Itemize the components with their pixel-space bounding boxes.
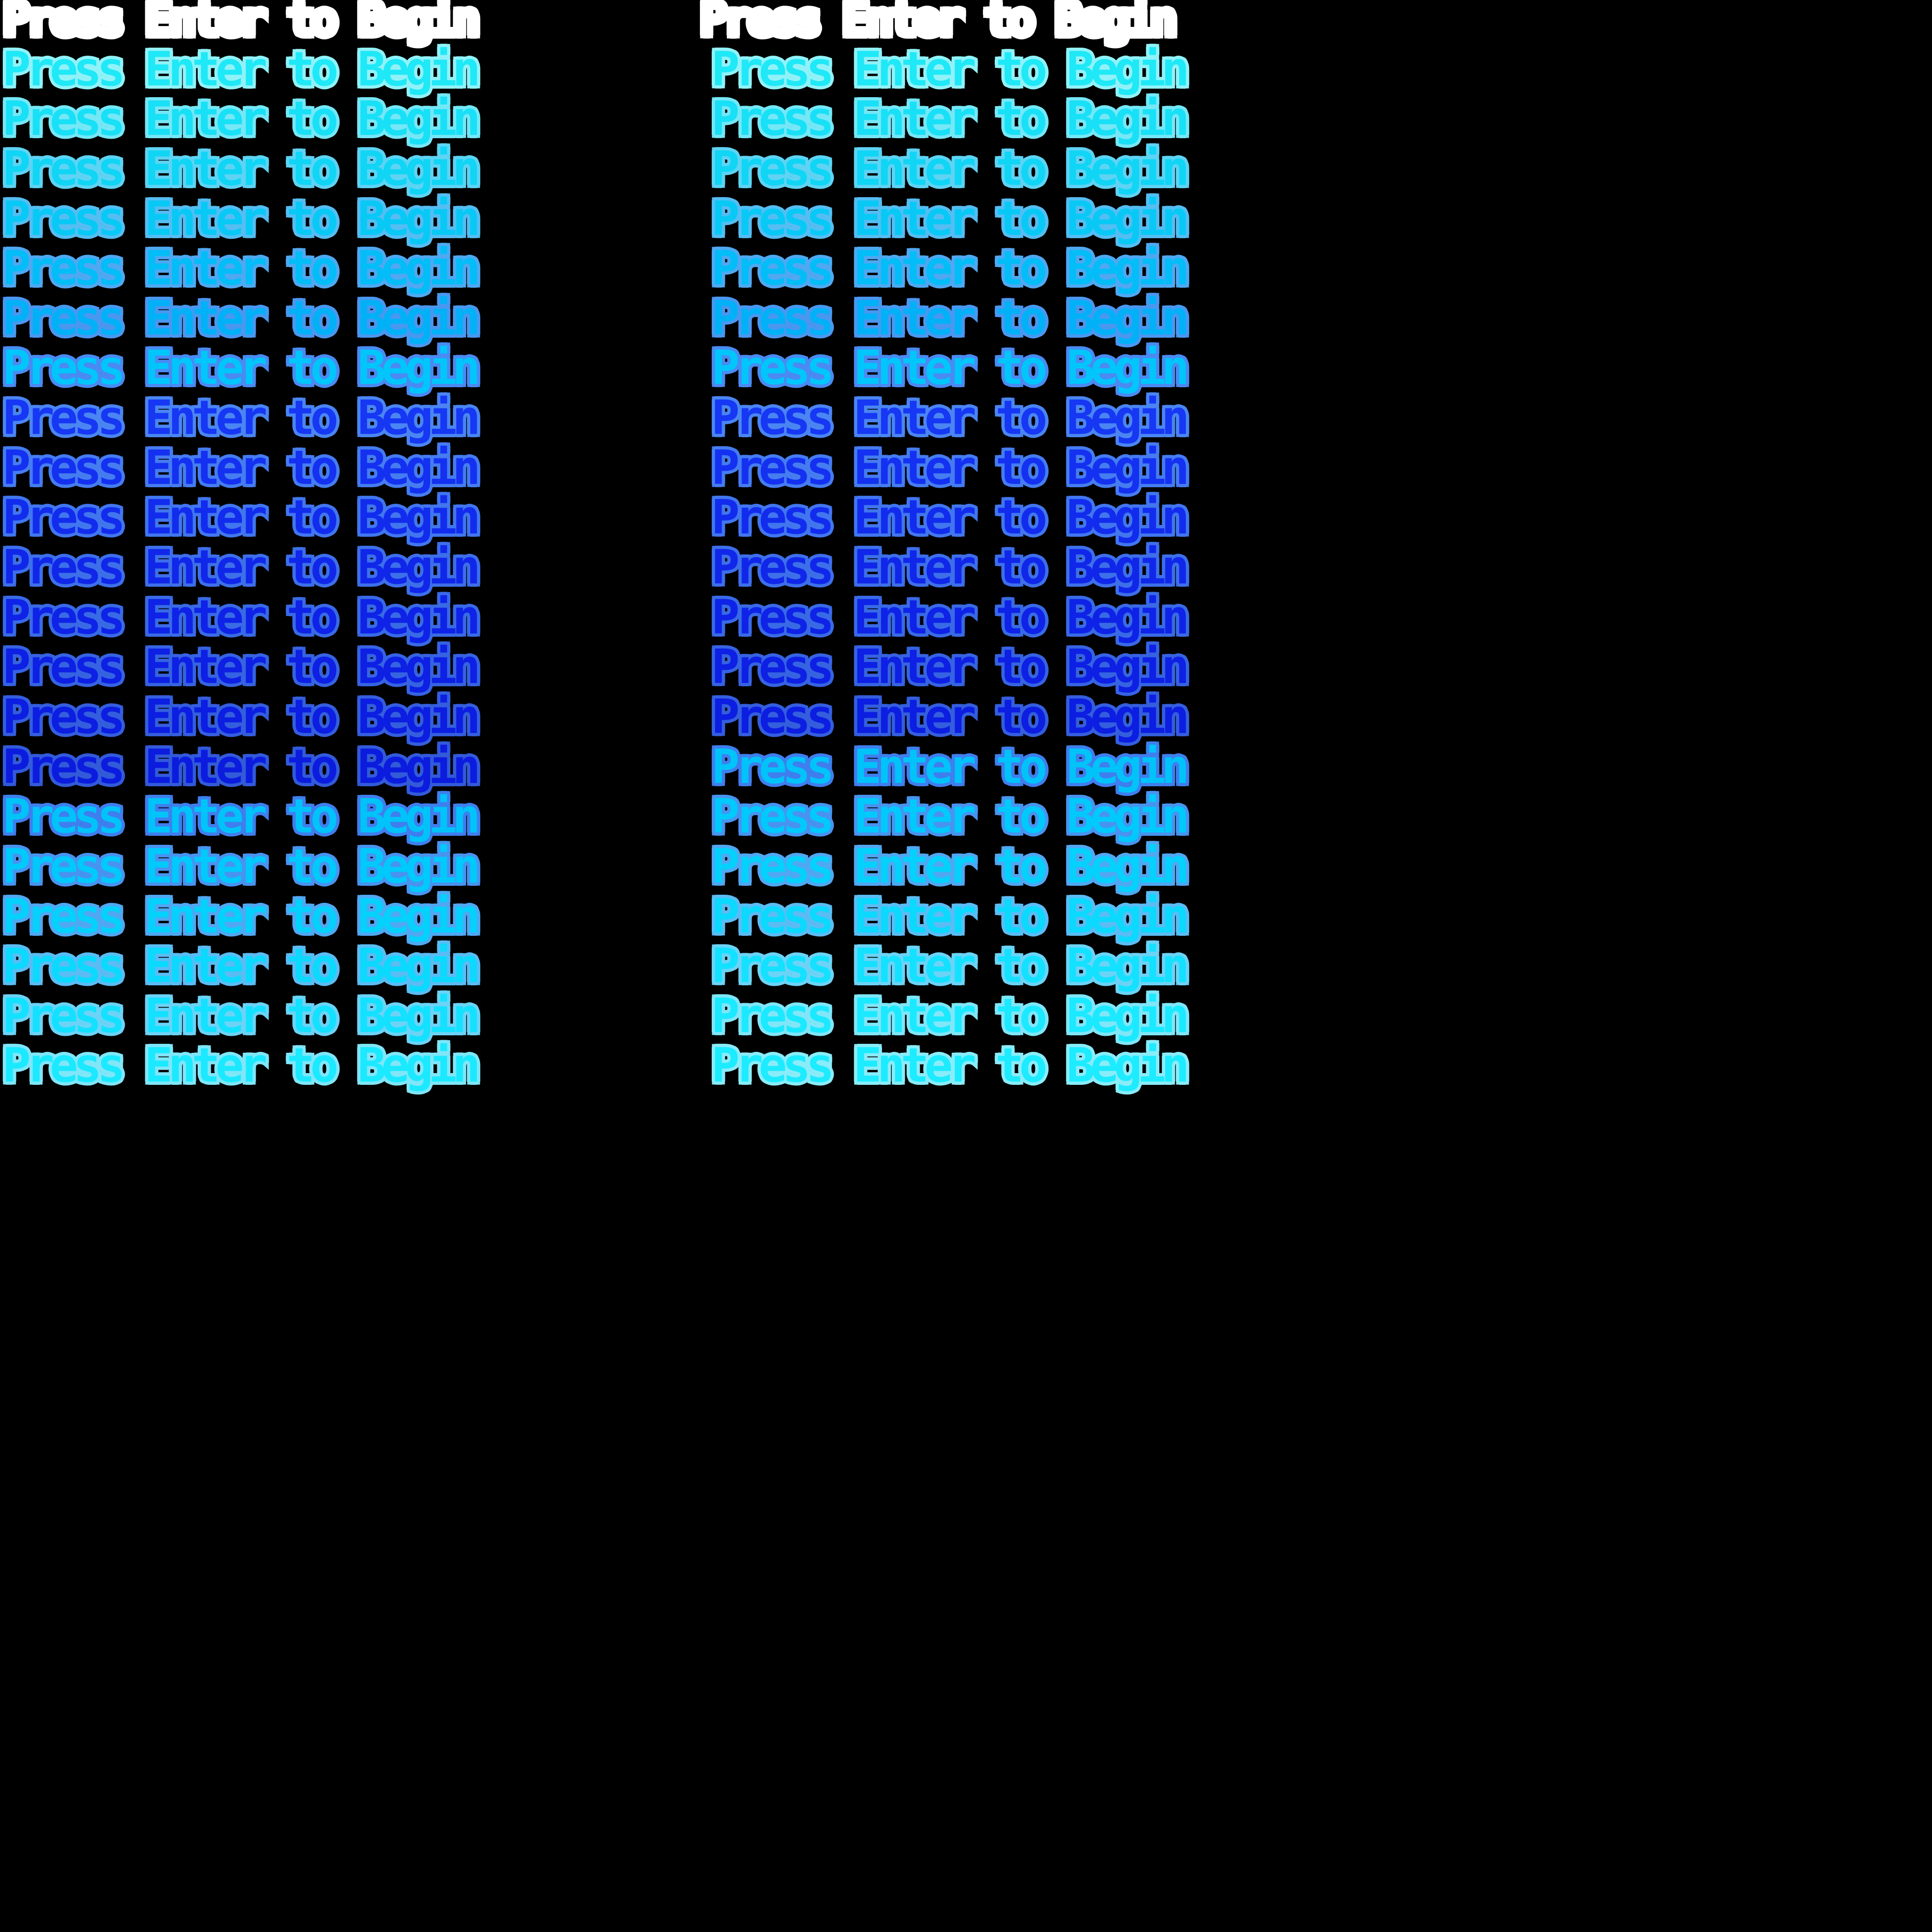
prompt-text-fill: Press Enter to Begin bbox=[2, 789, 481, 844]
prompt-text-outline: Press Enter to Begin bbox=[708, 390, 1192, 446]
prompt-text-outline: Press Enter to Begin bbox=[0, 539, 484, 595]
prompt-text-outline: Press Enter to Begin bbox=[0, 639, 484, 695]
prompt-text-outline: Press Enter to Begin bbox=[0, 0, 484, 47]
prompt-text-fill: Press Enter to Begin bbox=[2, 689, 481, 744]
prompt-text-outline: Press Enter to Begin bbox=[0, 141, 484, 196]
prompt-text-fill: Press Enter to Begin bbox=[2, 41, 481, 97]
prompt-text-outline: Press Enter to Begin bbox=[708, 589, 1192, 645]
prompt-text-outline: Press Enter to Begin bbox=[0, 390, 484, 446]
prompt-text-outline: Press Enter to Begin bbox=[708, 838, 1192, 894]
prompt-text-fill: Press Enter to Begin bbox=[711, 290, 1190, 346]
prompt-text-fill: Press Enter to Begin bbox=[2, 340, 481, 396]
prompt-text-fill: Press Enter to Begin bbox=[2, 540, 481, 595]
prompt-text-fill: Press Enter to Begin bbox=[711, 191, 1190, 246]
prompt-text-fill: Press Enter to Begin bbox=[2, 739, 481, 794]
prompt-text-outline: Press Enter to Begin bbox=[708, 739, 1192, 794]
prompt-text-fill: Press Enter to Begin bbox=[711, 390, 1190, 446]
prompt-text-outline: Press Enter to Begin bbox=[0, 589, 484, 645]
prompt-text-outline: Press Enter to Begin bbox=[708, 689, 1192, 744]
prompt-text-outline: Press Enter to Begin bbox=[0, 838, 484, 894]
prompt-text-outline: Press Enter to Begin bbox=[0, 739, 484, 794]
prompt-text-outline: Press Enter to Begin bbox=[708, 241, 1192, 296]
prompt-text-fill: Press Enter to Begin bbox=[2, 290, 481, 346]
prompt-text-fill: Press Enter to Begin bbox=[2, 440, 481, 495]
prompt-text-outline: Press Enter to Begin bbox=[708, 639, 1192, 695]
prompt-text-fill: Press Enter to Begin bbox=[2, 490, 481, 545]
prompt-text-fill: Press Enter to Begin bbox=[711, 540, 1190, 595]
prompt-text-outline: Press Enter to Begin bbox=[0, 988, 484, 1043]
prompt-text-fill: Press Enter to Begin bbox=[711, 1038, 1190, 1093]
prompt-text-fill: Press Enter to Begin bbox=[2, 988, 481, 1043]
prompt-text-fill: Press Enter to Begin bbox=[711, 490, 1190, 545]
prompt-text-outline: Press Enter to Begin bbox=[0, 91, 484, 147]
prompt-text-fill: Press Enter to Begin bbox=[2, 0, 481, 47]
prompt-text-outline: Press Enter to Begin bbox=[708, 490, 1192, 545]
prompt-text-outline: Press Enter to Begin bbox=[708, 91, 1192, 147]
prompt-text-outline: Press Enter to Begin bbox=[708, 789, 1192, 844]
prompt-text-fill: Press Enter to Begin bbox=[2, 191, 481, 246]
prompt-text-fill: Press Enter to Begin bbox=[711, 241, 1190, 296]
prompt-text-outline: Press Enter to Begin bbox=[708, 1038, 1192, 1093]
prompt-text-outline: Press Enter to Begin bbox=[708, 938, 1192, 994]
prompt-text-outline: Press Enter to Begin bbox=[0, 191, 484, 246]
prompt-text-outline: Press Enter to Begin bbox=[708, 340, 1192, 396]
prompt-text-outline: Press Enter to Begin bbox=[708, 290, 1192, 346]
prompt-text-fill: Press Enter to Begin bbox=[2, 938, 481, 994]
prompt-text-fill: Press Enter to Begin bbox=[711, 91, 1190, 147]
prompt-text-fill: Press Enter to Begin bbox=[711, 589, 1190, 645]
prompt-text-fill: Press Enter to Begin bbox=[711, 340, 1190, 396]
prompt-text-fill: Press Enter to Begin bbox=[2, 639, 481, 695]
prompt-text-outline: Press Enter to Begin bbox=[708, 888, 1192, 944]
prompt-text-outline: Press Enter to Begin bbox=[0, 340, 484, 396]
prompt-text-outline: Press Enter to Begin bbox=[0, 938, 484, 994]
prompt-text-outline: Press Enter to Begin bbox=[708, 539, 1192, 595]
prompt-text-fill: Press Enter to Begin bbox=[711, 141, 1190, 196]
prompt-text-fill: Press Enter to Begin bbox=[711, 440, 1190, 495]
prompt-text-outline: Press Enter to Begin bbox=[0, 440, 484, 495]
prompt-text-fill: Press Enter to Begin bbox=[2, 91, 481, 147]
prompt-text-outline: Press Enter to Begin bbox=[708, 41, 1192, 97]
prompt-text-outline: Press Enter to Begin bbox=[0, 41, 484, 97]
prompt-text-fill: Press Enter to Begin bbox=[711, 988, 1190, 1043]
prompt-text-outline: Press Enter to Begin bbox=[0, 1038, 484, 1093]
prompt-text-outline: Press Enter to Begin bbox=[0, 290, 484, 346]
prompt-text-fill: Press Enter to Begin bbox=[711, 639, 1190, 695]
prompt-text-outline: Press Enter to Begin bbox=[708, 440, 1192, 495]
prompt-text-fill: Press Enter to Begin bbox=[2, 589, 481, 645]
prompt-text-outline: Press Enter to Begin bbox=[0, 789, 484, 844]
prompt-text-outline: Press Enter to Begin bbox=[708, 141, 1192, 196]
prompt-text-outline: Press Enter to Begin bbox=[708, 191, 1192, 246]
prompt-text-outline: Press Enter to Begin bbox=[696, 0, 1181, 47]
prompt-text-fill: Press Enter to Begin bbox=[2, 888, 481, 944]
prompt-text-outline: Press Enter to Begin bbox=[708, 988, 1192, 1043]
prompt-text-outline: Press Enter to Begin bbox=[0, 888, 484, 944]
prompt-text-fill: Press Enter to Begin bbox=[711, 689, 1190, 744]
prompt-text-fill: Press Enter to Begin bbox=[2, 141, 481, 196]
prompt-text-fill: Press Enter to Begin bbox=[2, 838, 481, 894]
prompt-text-fill: Press Enter to Begin bbox=[711, 838, 1190, 894]
prompt-text-fill: Press Enter to Begin bbox=[711, 789, 1190, 844]
prompt-text-fill: Press Enter to Begin bbox=[2, 390, 481, 446]
prompt-text-fill: Press Enter to Begin bbox=[711, 739, 1190, 794]
prompt-text-fill: Press Enter to Begin bbox=[711, 41, 1190, 97]
prompt-text-outline: Press Enter to Begin bbox=[0, 241, 484, 296]
prompt-text-fill: Press Enter to Begin bbox=[2, 241, 481, 296]
prompt-text-fill: Press Enter to Begin bbox=[711, 938, 1190, 994]
prompt-text-fill: Press Enter to Begin bbox=[2, 1038, 481, 1093]
prompt-text-fill: Press Enter to Begin bbox=[700, 0, 1178, 47]
prompt-text-outline: Press Enter to Begin bbox=[0, 689, 484, 744]
prompt-text-outline: Press Enter to Begin bbox=[0, 490, 484, 545]
prompt-text-fill: Press Enter to Begin bbox=[711, 888, 1190, 944]
